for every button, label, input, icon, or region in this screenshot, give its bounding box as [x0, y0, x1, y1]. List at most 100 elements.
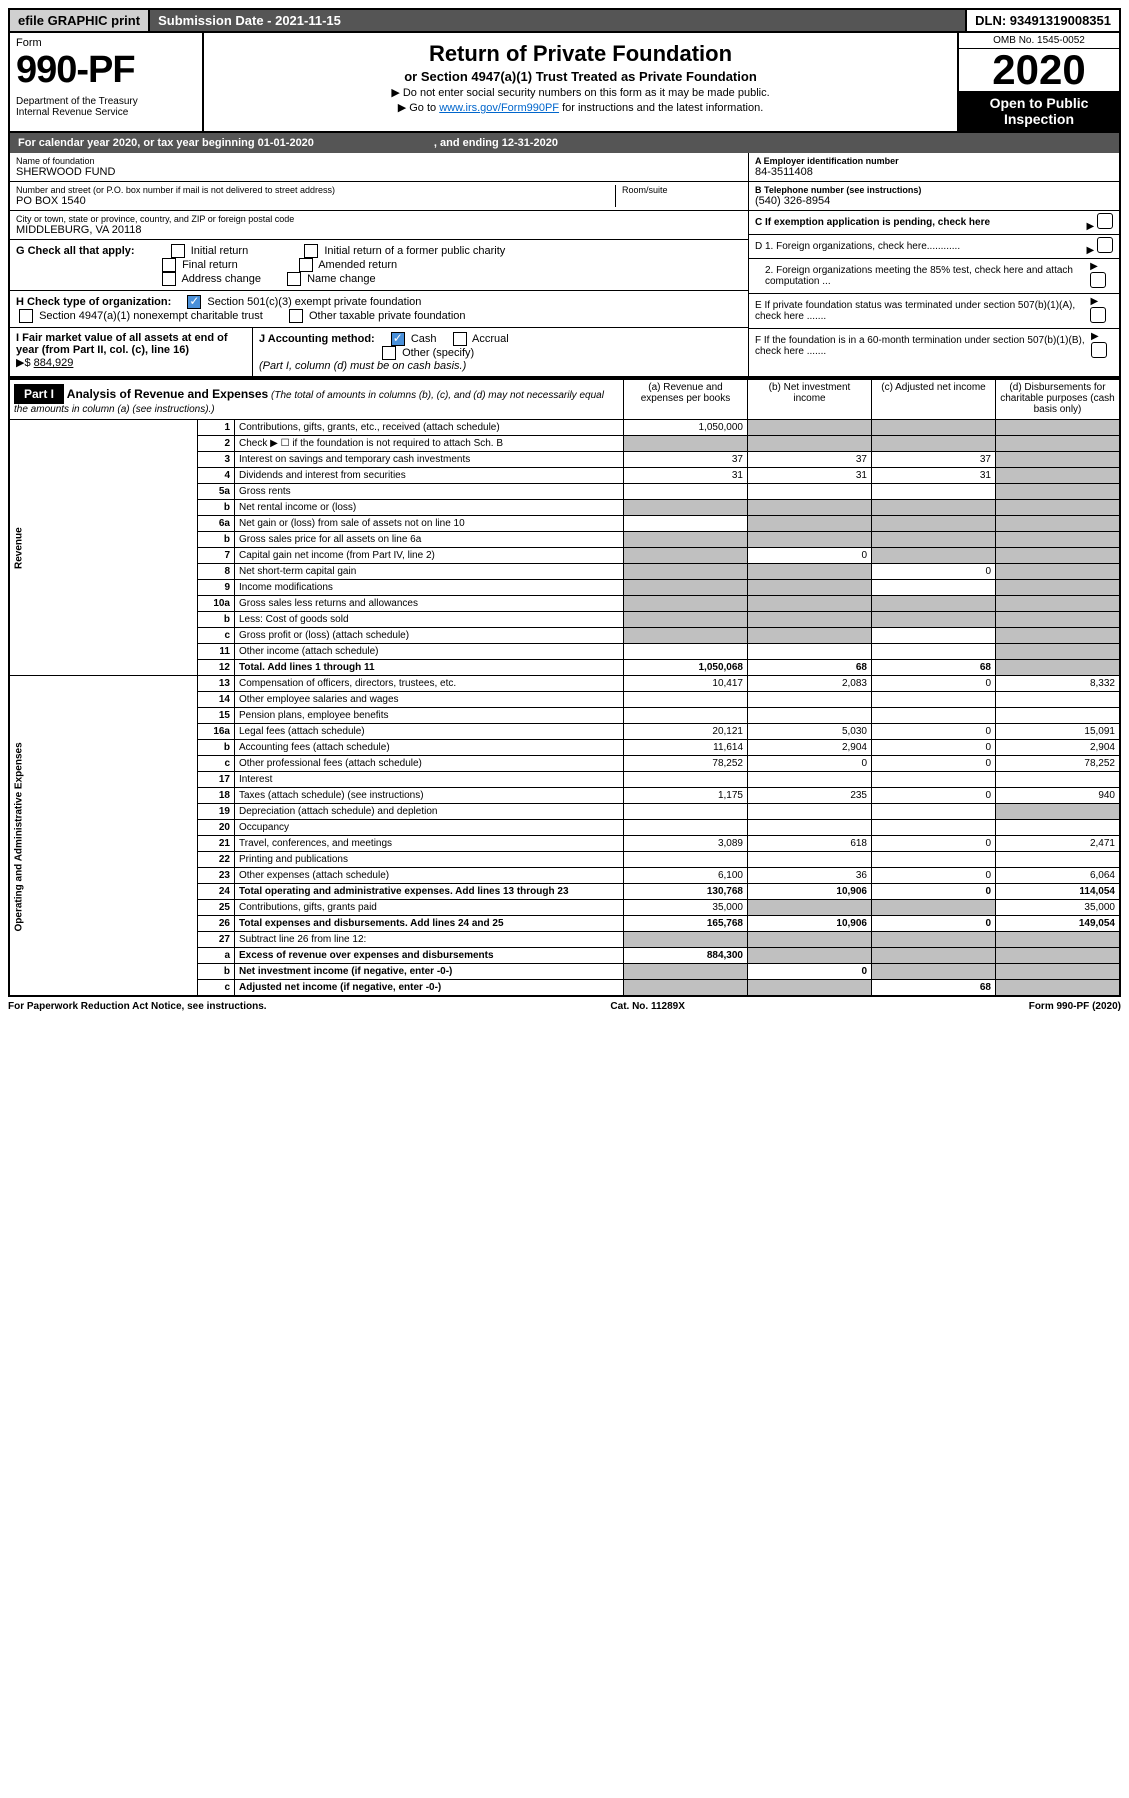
amount-cell: 68: [872, 660, 996, 676]
amount-cell: [872, 964, 996, 980]
foundation-name-label: Name of foundation: [16, 156, 742, 166]
amount-cell: 37: [748, 452, 872, 468]
initial-return-checkbox[interactable]: [171, 244, 185, 258]
amount-cell: [624, 772, 748, 788]
col-c-header: (c) Adjusted net income: [872, 379, 996, 420]
amount-cell: 0: [748, 548, 872, 564]
amount-cell: [996, 804, 1121, 820]
amount-cell: 130,768: [624, 884, 748, 900]
final-return-checkbox[interactable]: [162, 258, 176, 272]
city-label: City or town, state or province, country…: [16, 214, 742, 224]
amount-cell: [996, 948, 1121, 964]
amount-cell: 6,064: [996, 868, 1121, 884]
room-label: Room/suite: [622, 185, 742, 195]
other-method-checkbox[interactable]: [382, 346, 396, 360]
address-change-checkbox[interactable]: [162, 272, 176, 286]
amount-cell: [748, 852, 872, 868]
row-number: 21: [198, 836, 235, 852]
name-change-checkbox[interactable]: [287, 272, 301, 286]
amount-cell: 31: [872, 468, 996, 484]
amount-cell: [748, 644, 872, 660]
row-description: Subtract line 26 from line 12:: [235, 932, 624, 948]
row-description: Legal fees (attach schedule): [235, 724, 624, 740]
row-number: 23: [198, 868, 235, 884]
row-description: Gross sales price for all assets on line…: [235, 532, 624, 548]
part1-title: Analysis of Revenue and Expenses: [67, 387, 268, 401]
amount-cell: 36: [748, 868, 872, 884]
amount-cell: [996, 980, 1121, 997]
amount-cell: [748, 484, 872, 500]
amount-cell: [748, 820, 872, 836]
amount-cell: 1,050,068: [624, 660, 748, 676]
row-number: 12: [198, 660, 235, 676]
amount-cell: 2,904: [996, 740, 1121, 756]
other-taxable-checkbox[interactable]: [289, 309, 303, 323]
amount-cell: 68: [872, 980, 996, 997]
amount-cell: 235: [748, 788, 872, 804]
irs-link[interactable]: www.irs.gov/Form990PF: [439, 102, 559, 114]
row-description: Net gain or (loss) from sale of assets n…: [235, 516, 624, 532]
exemption-pending-checkbox[interactable]: [1097, 213, 1113, 229]
amount-cell: 10,906: [748, 884, 872, 900]
amount-cell: [872, 820, 996, 836]
terminated-checkbox[interactable]: [1090, 307, 1106, 323]
foreign-org-checkbox[interactable]: [1097, 237, 1113, 253]
city-value: MIDDLEBURG, VA 20118: [16, 224, 742, 236]
dln-number: DLN: 93491319008351: [967, 10, 1119, 31]
row-number: c: [198, 628, 235, 644]
amount-cell: [996, 484, 1121, 500]
amount-cell: [748, 420, 872, 436]
row-number: 8: [198, 564, 235, 580]
amount-cell: [624, 804, 748, 820]
row-number: 2: [198, 436, 235, 452]
section-j: J Accounting method: Cash Accrual Other …: [253, 328, 748, 376]
60month-checkbox[interactable]: [1091, 342, 1107, 358]
amount-cell: [872, 804, 996, 820]
amount-cell: [624, 980, 748, 997]
501c3-checkbox[interactable]: [187, 295, 201, 309]
amount-cell: [996, 772, 1121, 788]
row-description: Interest: [235, 772, 624, 788]
4947-checkbox[interactable]: [19, 309, 33, 323]
amount-cell: [996, 820, 1121, 836]
foreign-85-checkbox[interactable]: [1090, 272, 1106, 288]
foundation-info-grid: Name of foundation SHERWOOD FUND Number …: [8, 153, 1121, 378]
amount-cell: [872, 644, 996, 660]
amount-cell: 35,000: [624, 900, 748, 916]
amount-cell: [624, 820, 748, 836]
row-number: 11: [198, 644, 235, 660]
row-number: a: [198, 948, 235, 964]
amount-cell: 0: [872, 740, 996, 756]
row-description: Less: Cost of goods sold: [235, 612, 624, 628]
amount-cell: [872, 548, 996, 564]
row-number: 25: [198, 900, 235, 916]
form-word: Form: [16, 37, 196, 49]
initial-former-checkbox[interactable]: [304, 244, 318, 258]
amended-return-checkbox[interactable]: [299, 258, 313, 272]
amount-cell: 5,030: [748, 724, 872, 740]
revenue-side-label: Revenue: [9, 420, 198, 676]
amount-cell: [872, 500, 996, 516]
amount-cell: [624, 484, 748, 500]
row-number: b: [198, 532, 235, 548]
row-number: 18: [198, 788, 235, 804]
accrual-checkbox[interactable]: [453, 332, 467, 346]
amount-cell: [996, 516, 1121, 532]
efile-label: efile GRAPHIC print: [10, 10, 150, 31]
row-description: Occupancy: [235, 820, 624, 836]
amount-cell: 0: [872, 724, 996, 740]
amount-cell: [624, 708, 748, 724]
cash-checkbox[interactable]: [391, 332, 405, 346]
amount-cell: [996, 548, 1121, 564]
amount-cell: 0: [872, 564, 996, 580]
amount-cell: [872, 708, 996, 724]
amount-cell: 2,471: [996, 836, 1121, 852]
amount-cell: 37: [624, 452, 748, 468]
row-description: Excess of revenue over expenses and disb…: [235, 948, 624, 964]
calendar-year-row: For calendar year 2020, or tax year begi…: [8, 133, 1121, 153]
amount-cell: [872, 436, 996, 452]
amount-cell: [872, 516, 996, 532]
row-description: Other employee salaries and wages: [235, 692, 624, 708]
amount-cell: 2,904: [748, 740, 872, 756]
amount-cell: [872, 692, 996, 708]
